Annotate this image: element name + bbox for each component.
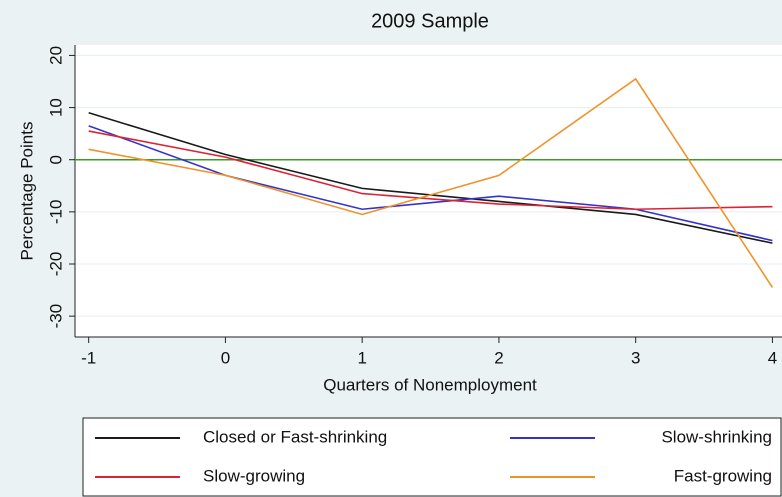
x-tick-label: 0 [221,348,230,367]
x-tick-label: 3 [631,348,640,367]
y-axis-label: Percentage Points [17,122,36,261]
series-line [88,125,773,242]
legend-label: Slow-growing [203,466,305,485]
y-tick-label: -10 [46,200,65,225]
x-tick-label: 4 [768,348,777,367]
legend-label: Closed or Fast-shrinking [203,427,387,446]
y-tick-label: -20 [46,252,65,277]
y-tick-label: 0 [46,155,65,164]
series-line [88,130,773,211]
x-axis-label: Quarters of Nonemployment [323,375,537,394]
y-tick-label: 10 [46,98,65,117]
legend-label: Fast-growing [674,466,772,485]
series-line [88,77,774,288]
legend-label: Slow-shrinking [661,427,772,446]
legend [82,417,782,497]
x-tick-label: 2 [494,348,503,367]
y-tick-label: 20 [46,46,65,65]
x-tick-label: -1 [81,348,96,367]
x-tick-label: 1 [357,348,366,367]
chart-title: 2009 Sample [371,10,489,32]
plot-area [75,45,782,337]
y-tick-label: -30 [46,304,65,329]
